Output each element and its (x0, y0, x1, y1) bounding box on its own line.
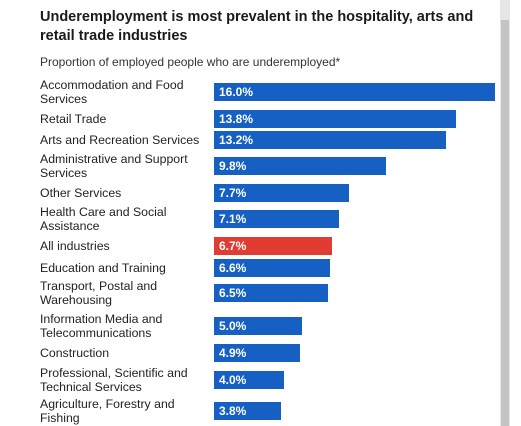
value-label: 4.9% (219, 346, 247, 360)
bar (214, 344, 301, 362)
category-label: All industries (40, 239, 110, 253)
value-label: 7.7% (219, 186, 247, 200)
value-label: 6.7% (219, 239, 247, 253)
bar (214, 259, 330, 277)
category-label: Construction (40, 346, 110, 360)
value-label: 9.8% (219, 159, 247, 173)
category-label: Administrative and Support Services (40, 152, 188, 180)
category-label: Other Services (40, 186, 122, 200)
category-label: Professional, Scientific and Technical S… (40, 366, 188, 394)
bar (214, 284, 329, 302)
category-label: Arts and Recreation Services (40, 133, 200, 147)
bar (214, 83, 495, 101)
value-label: 5.0% (219, 319, 247, 333)
scrollbar-thumb[interactable] (501, 20, 509, 426)
bar (214, 210, 339, 228)
category-label: Information Media and Telecommunications (40, 312, 163, 340)
value-label: 6.6% (219, 261, 247, 275)
category-label: Agriculture, Forestry and Fishing (40, 397, 175, 425)
value-label: 16.0% (219, 85, 254, 99)
bar (214, 184, 350, 202)
bar (214, 371, 285, 389)
bar (214, 237, 332, 255)
bar (214, 402, 281, 420)
bar (214, 110, 457, 128)
bar (214, 317, 302, 335)
category-label: Education and Training (40, 261, 166, 275)
value-label: 13.2% (219, 133, 254, 147)
category-label: Transport, Postal and Warehousing (40, 279, 158, 307)
bar (214, 157, 387, 175)
value-label: 6.5% (219, 286, 247, 300)
bar (214, 131, 446, 149)
value-label: 13.8% (219, 112, 254, 126)
category-label: Retail Trade (40, 112, 107, 126)
value-label: 4.0% (219, 373, 247, 387)
value-label: 7.1% (219, 212, 247, 226)
value-label: 3.8% (219, 404, 247, 418)
category-label: Accommodation and Food Services (40, 78, 184, 106)
chart-title: Underemployment is most prevalent in the… (40, 9, 474, 44)
chart-subtitle: Proportion of employed people who are un… (40, 55, 341, 69)
category-label: Health Care and Social Assistance (40, 205, 167, 233)
